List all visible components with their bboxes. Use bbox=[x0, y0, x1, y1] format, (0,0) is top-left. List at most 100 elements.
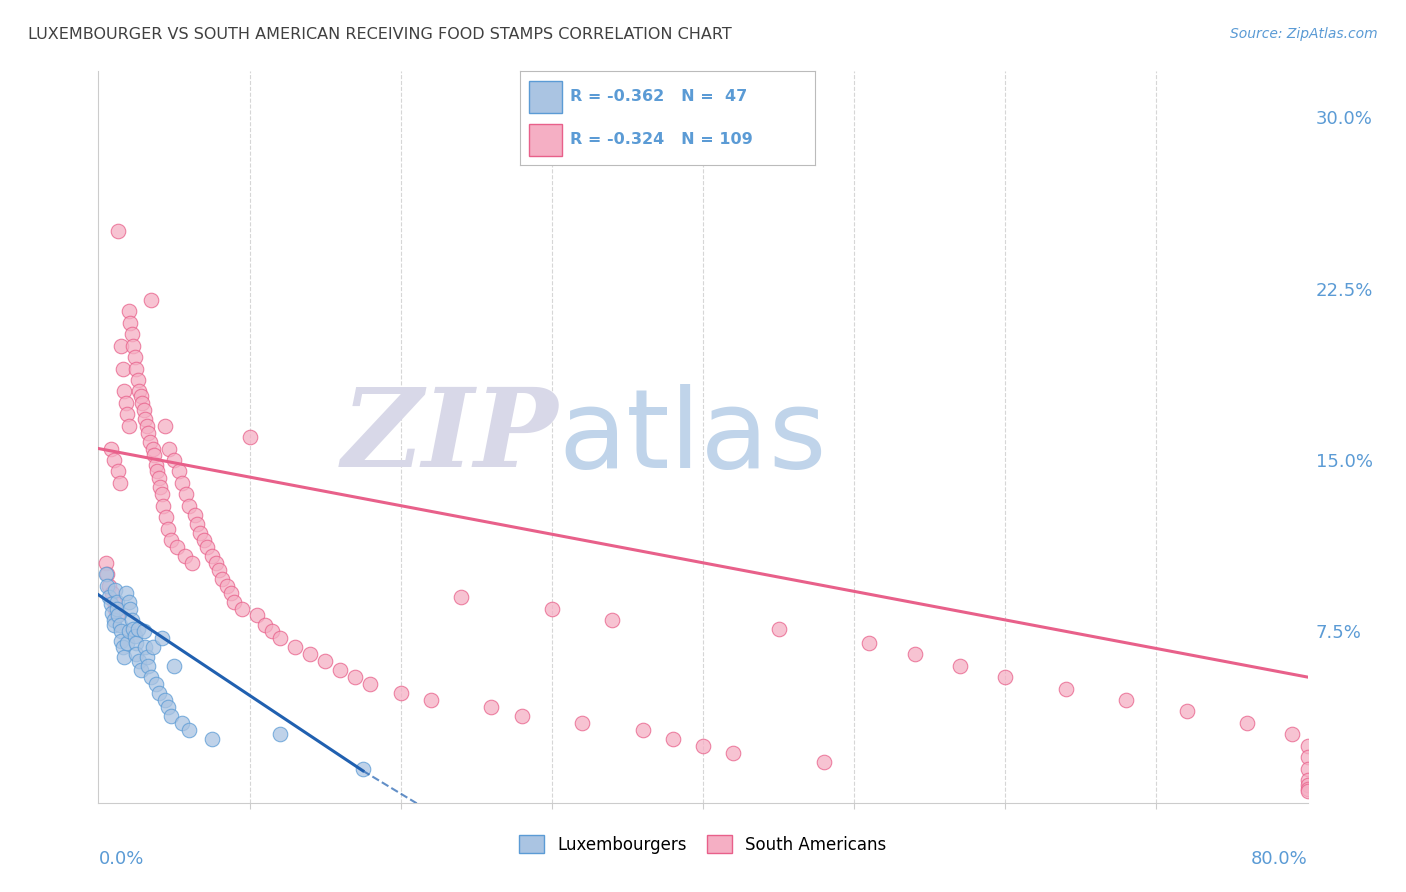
Point bbox=[136, 658, 159, 673]
Point bbox=[344, 670, 367, 684]
Point bbox=[105, 595, 128, 609]
Point bbox=[107, 224, 129, 238]
Point bbox=[110, 633, 132, 648]
Text: R = -0.362   N =  47: R = -0.362 N = 47 bbox=[571, 89, 748, 104]
Point bbox=[269, 632, 291, 646]
Legend: Luxembourgers, South Americans: Luxembourgers, South Americans bbox=[513, 829, 893, 860]
Point bbox=[142, 442, 165, 456]
Point bbox=[150, 487, 173, 501]
Point bbox=[139, 434, 162, 449]
Point bbox=[179, 723, 201, 737]
Point bbox=[94, 567, 117, 582]
Point bbox=[145, 677, 167, 691]
Point bbox=[813, 755, 835, 769]
Point bbox=[143, 449, 166, 463]
Point bbox=[602, 613, 624, 627]
Point bbox=[1296, 750, 1319, 764]
Point bbox=[98, 590, 121, 604]
Point bbox=[122, 338, 145, 352]
Point bbox=[114, 396, 136, 410]
Point bbox=[104, 583, 127, 598]
Point bbox=[211, 572, 233, 586]
Point bbox=[132, 624, 155, 639]
Point bbox=[571, 715, 593, 730]
Point bbox=[170, 475, 193, 490]
Text: R = -0.324   N = 109: R = -0.324 N = 109 bbox=[571, 132, 754, 147]
Point bbox=[904, 647, 927, 661]
Point bbox=[141, 293, 163, 307]
Point bbox=[284, 640, 307, 655]
Point bbox=[631, 723, 654, 737]
Point bbox=[1296, 772, 1319, 787]
Point bbox=[148, 686, 170, 700]
Point bbox=[124, 350, 146, 364]
Point bbox=[103, 617, 125, 632]
Point bbox=[135, 418, 157, 433]
Point bbox=[132, 402, 155, 417]
Point bbox=[269, 727, 291, 741]
Point bbox=[98, 579, 121, 593]
Point bbox=[481, 699, 503, 714]
Point bbox=[155, 510, 177, 524]
Point bbox=[1281, 727, 1303, 741]
Text: Source: ZipAtlas.com: Source: ZipAtlas.com bbox=[1230, 27, 1378, 41]
Text: ZIP: ZIP bbox=[342, 384, 558, 491]
Point bbox=[129, 663, 152, 677]
Point bbox=[128, 384, 150, 399]
Point bbox=[121, 613, 143, 627]
Point bbox=[118, 418, 141, 433]
Point bbox=[1054, 681, 1077, 696]
Text: atlas: atlas bbox=[558, 384, 827, 491]
Point bbox=[128, 654, 150, 668]
Point bbox=[103, 613, 125, 627]
Point bbox=[112, 649, 135, 664]
Point bbox=[112, 384, 135, 399]
Point bbox=[329, 663, 352, 677]
Point bbox=[186, 516, 208, 531]
Point bbox=[107, 464, 129, 478]
Point bbox=[1296, 778, 1319, 792]
Point bbox=[111, 361, 134, 376]
Point bbox=[124, 629, 146, 643]
Point bbox=[389, 686, 412, 700]
Point bbox=[146, 464, 169, 478]
Point bbox=[121, 327, 143, 342]
Point bbox=[108, 475, 131, 490]
Point bbox=[105, 601, 128, 615]
Point bbox=[184, 508, 207, 522]
Point bbox=[314, 654, 336, 668]
Point bbox=[540, 601, 562, 615]
Point bbox=[181, 556, 204, 570]
Point bbox=[163, 453, 186, 467]
Point bbox=[100, 597, 122, 611]
Point bbox=[135, 649, 157, 664]
Point bbox=[101, 606, 124, 620]
Point bbox=[768, 622, 790, 636]
Point bbox=[96, 579, 118, 593]
Point bbox=[104, 601, 127, 615]
Point bbox=[127, 622, 149, 636]
Point bbox=[215, 579, 238, 593]
Point bbox=[160, 533, 183, 547]
Point bbox=[253, 617, 276, 632]
Point bbox=[118, 624, 141, 639]
Text: 80.0%: 80.0% bbox=[1251, 850, 1308, 868]
Point bbox=[120, 601, 142, 615]
Point bbox=[1296, 784, 1319, 798]
Point bbox=[118, 595, 141, 609]
Point bbox=[127, 373, 149, 387]
Point bbox=[134, 640, 156, 655]
Point bbox=[136, 425, 159, 440]
Point bbox=[246, 608, 269, 623]
Point bbox=[153, 693, 176, 707]
Point bbox=[231, 601, 253, 615]
Point bbox=[179, 499, 201, 513]
Point bbox=[110, 338, 132, 352]
Point bbox=[156, 521, 179, 535]
Point bbox=[103, 453, 125, 467]
Text: 0.0%: 0.0% bbox=[98, 850, 143, 868]
Point bbox=[115, 407, 138, 421]
Point bbox=[205, 556, 228, 570]
Point bbox=[208, 563, 231, 577]
Point bbox=[125, 636, 148, 650]
